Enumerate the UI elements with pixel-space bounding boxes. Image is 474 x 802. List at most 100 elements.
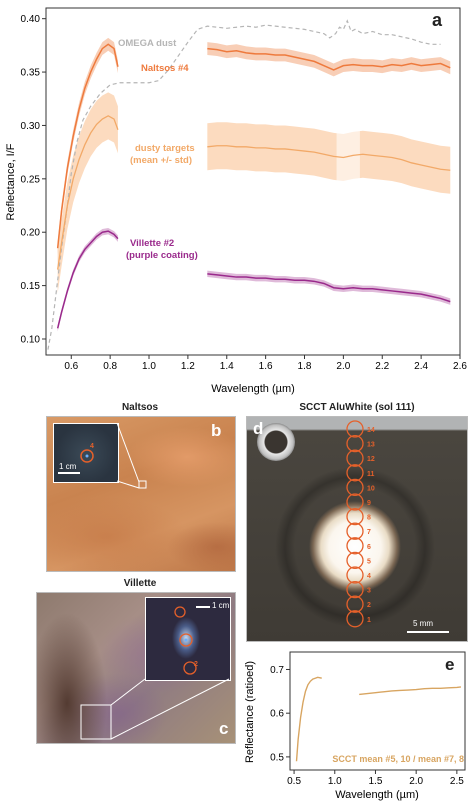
scct-target-circle: [346, 610, 364, 628]
x-tick-label: 1.5: [369, 776, 383, 787]
x-tick-label: 1.2: [181, 361, 195, 372]
series-line: [207, 47, 451, 71]
scct-scale-label: 5 mm: [413, 619, 433, 628]
panel-c-letter: c: [219, 719, 229, 738]
y-tick-label: 0.15: [21, 281, 41, 292]
scct-target-number: 9: [367, 500, 371, 507]
villette-scale-label: 1 cm: [212, 601, 230, 610]
naltsos-spot-label: 4: [90, 443, 94, 450]
x-tick-label: 2.2: [375, 361, 389, 372]
scct-target-number: 12: [367, 456, 375, 463]
panel-a-series-lines: [47, 19, 451, 350]
x-tick-label: 1.4: [220, 361, 234, 372]
series-band: [57, 227, 118, 332]
scct-target-circle: [346, 537, 364, 555]
scct-target-number: 3: [367, 588, 371, 595]
series-line: [207, 273, 451, 303]
scct-target-number: 2: [367, 602, 371, 609]
panel-e-ylabel: Reflectance (ratioed): [244, 661, 256, 763]
panel-a-ylabel: Reflectance, I/F: [5, 143, 17, 220]
target-dot: [184, 638, 188, 642]
y-tick-label: 0.35: [21, 68, 41, 79]
panel-a-letter: a: [432, 10, 443, 30]
series-line: [56, 230, 119, 329]
naltsos-inset-target: 4: [80, 443, 94, 463]
villette-sub-label: (purple coating): [126, 250, 198, 261]
panel-a-y-ticks: 0.10 0.15 0.20 0.25 0.30 0.35 0.40: [21, 14, 46, 345]
panel-d-letter: d: [253, 419, 264, 438]
panel-e-xlabel: Wavelength (µm): [335, 789, 419, 801]
scct-target-circle: [346, 566, 364, 584]
scct-target-circle: [346, 580, 364, 599]
scct-target-number: 7: [367, 529, 371, 536]
scct-target-number: 1: [367, 617, 371, 624]
scct-target-circle: [346, 434, 364, 453]
series-band: [207, 270, 451, 305]
y-tick-label: 0.5: [270, 752, 284, 763]
panel-e-frame: [289, 651, 466, 771]
panel-e-chart: 0.5 1.0 1.5 2.0 2.5 0.5 0.6 0.7 Wavelength (µm…: [244, 651, 466, 801]
y-tick-label: 0.40: [21, 14, 41, 25]
naltsos-label: Naltsos #4: [141, 63, 189, 74]
series-line: [207, 145, 451, 171]
villette-label: Villette #2: [130, 238, 174, 249]
villette-inset-lines: [80, 678, 230, 740]
x-tick-label: 1.0: [328, 776, 342, 787]
panel-b-letter: b: [211, 421, 222, 440]
scct-target-number: 6: [367, 544, 371, 551]
panel-a-frame: [45, 7, 461, 356]
villette-title: Villette: [123, 578, 157, 589]
x-tick-label: 2.4: [414, 361, 428, 372]
y-tick-label: 0.7: [270, 665, 284, 676]
target-circle: [80, 449, 94, 463]
panel-e-series-lines: [295, 676, 462, 762]
series-line: [47, 19, 441, 350]
scct-ratio-label: SCCT mean #5, 10 / mean #7, 8: [332, 754, 464, 764]
panel-a-bands: [57, 37, 451, 332]
naltsos-inset-lines: [116, 422, 147, 489]
scct-scale-bar: [407, 631, 449, 633]
panel-e-y-ticks: 0.5 0.6 0.7: [270, 665, 290, 763]
omega-dust-label: OMEGA dust: [118, 38, 177, 49]
x-tick-label: 2.5: [450, 776, 464, 787]
x-tick-label: 1.8: [298, 361, 312, 372]
scct-target-number: 4: [367, 573, 371, 580]
scct-target-circle: [346, 449, 364, 467]
naltsos-title: Naltsos: [121, 402, 159, 413]
panel-a-xlabel: Wavelength (µm): [211, 383, 295, 395]
x-tick-label: 0.8: [103, 361, 117, 372]
panel-a-x-ticks: 0.6 0.8 1.0 1.2 1.4 1.6 1.8 2.0 2.2 2.4 2.6: [64, 355, 467, 372]
x-tick-label: 1.6: [259, 361, 273, 372]
series-band: [207, 42, 451, 77]
y-tick-label: 0.20: [21, 228, 41, 239]
series-line: [295, 676, 322, 762]
x-tick-label: 1.0: [142, 361, 156, 372]
scct-target-circles: 14 13 12 11 10 9 8 7 6 5 4 3 2 1: [346, 420, 375, 628]
scct-target-circle: [346, 420, 364, 438]
series-band: [207, 122, 451, 194]
villette-spot-label: 2: [194, 661, 198, 668]
scct-corner-post: [257, 423, 295, 461]
x-tick-label: 2.6: [453, 361, 467, 372]
scct-target-number: 11: [367, 471, 375, 478]
scct-target-circle: [346, 595, 364, 613]
target-circle: [179, 633, 193, 647]
scct-target-number: 5: [367, 558, 371, 565]
scct-target-circle: [346, 493, 364, 511]
x-tick-label: 2.0: [409, 776, 423, 787]
naltsos-scale-label: 1 cm: [59, 462, 77, 471]
scct-target-circle: [346, 551, 364, 570]
scct-target-number: 13: [367, 442, 375, 449]
villette-scale-bar: [196, 606, 210, 608]
scct-photo: 14 13 12 11 10 9 8 7 6 5 4 3 2 1 5 mm d: [246, 416, 468, 642]
scct-target-circle: [346, 507, 364, 526]
villette-photo: 2 1 cm c: [36, 592, 236, 744]
y-tick-label: 0.10: [21, 334, 41, 345]
scct-target-circle: [346, 522, 364, 540]
naltsos-scale-bar: [58, 472, 80, 474]
naltsos-photo: 4 1 cm b: [46, 416, 236, 572]
series-line: [359, 686, 462, 696]
scct-target-number: 14: [367, 427, 375, 434]
x-tick-label: 0.5: [287, 776, 301, 787]
scct-target-number: 10: [367, 485, 375, 492]
